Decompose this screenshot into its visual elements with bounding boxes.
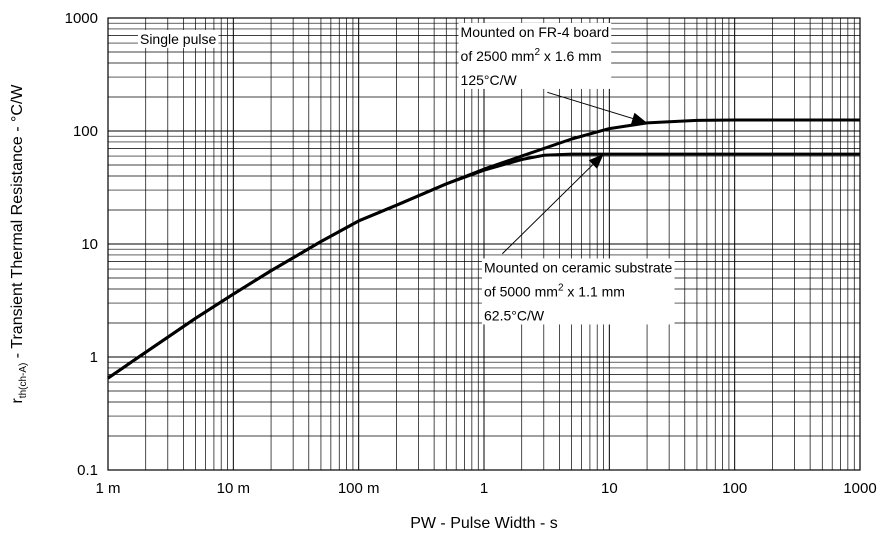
annotation-arrowhead <box>630 112 648 125</box>
annotation-text-line: 62.5°C/W <box>484 307 545 323</box>
x-tick-label: 100 m <box>338 480 380 497</box>
x-tick-labels: 1 m 10 m 100 m 1 10 100 1000 <box>95 480 876 497</box>
series-layer <box>107 118 860 380</box>
annotation-leader-line <box>501 153 604 255</box>
annotation-text-line: of 2500 mm2 x 1.6 mm <box>461 47 602 64</box>
annotation-1: Single pulse <box>137 29 219 48</box>
y-tick-label: 1000 <box>65 10 98 27</box>
y-axis-label-rest: - Transient Thermal Resistance - °C/W <box>9 84 26 363</box>
y-tick-label: 1 <box>90 349 98 366</box>
annotation-text-line: 125°C/W <box>461 72 518 88</box>
x-tick-label: 1000 <box>843 480 876 497</box>
y-axis-label-sub: th(ch-A) <box>18 363 29 399</box>
y-tick-label: 10 <box>81 236 98 253</box>
annotation-layer: Single pulse Mounted on FR-4 board of 2500… <box>137 22 675 325</box>
annotation-text-line: Single pulse <box>140 31 216 47</box>
y-tick-label: 100 <box>73 123 98 140</box>
annotation-text-line: of 5000 mm2 x 1.1 mm <box>484 282 625 299</box>
annotation-3: Mounted on ceramic substrate of 5000 mm2 … <box>482 153 675 325</box>
annotation-background <box>482 258 675 325</box>
annotation-text-line: Mounted on ceramic substrate <box>484 259 673 275</box>
x-tick-label: 10 <box>601 480 618 497</box>
x-tick-label: 100 <box>722 480 747 497</box>
x-axis-label: PW - Pulse Width - s <box>410 515 558 532</box>
y-axis-label-main: r <box>9 398 26 404</box>
x-tick-label: 1 <box>480 480 488 497</box>
plot-frame <box>107 17 861 471</box>
series-line-2 <box>107 152 860 380</box>
y-axis-label: rth(ch-A) - Transient Thermal Resistance… <box>9 84 29 404</box>
y-tick-labels: 0.1 1 10 100 1000 <box>65 10 98 479</box>
annotation-2: Mounted on FR-4 board of 2500 mm2 x 1.6 m… <box>458 22 648 125</box>
x-tick-label: 1 m <box>95 480 120 497</box>
annotation-arrowhead <box>588 154 604 169</box>
annotation-leader-line <box>547 91 648 124</box>
x-tick-label: 10 m <box>217 480 250 497</box>
annotation-background <box>137 29 219 48</box>
annotation-text-line: Mounted on FR-4 board <box>461 24 610 40</box>
annotation-background <box>458 22 612 89</box>
y-tick-label: 0.1 <box>77 462 98 479</box>
